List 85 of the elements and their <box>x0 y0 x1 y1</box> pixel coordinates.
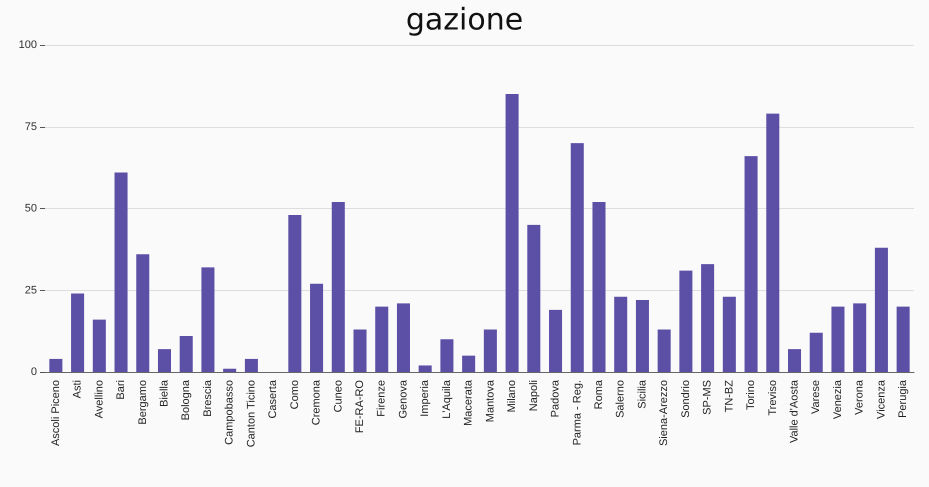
x-tick-label: Padova <box>550 379 562 418</box>
bar <box>874 248 888 372</box>
bar <box>375 306 388 372</box>
x-tick-label: Campobasso <box>224 380 236 445</box>
bar <box>71 294 84 372</box>
x-tick-label: Treviso <box>766 380 779 416</box>
bar <box>527 224 540 372</box>
bar <box>570 143 584 372</box>
x-tick-label: Salerno <box>614 380 627 418</box>
x-tick-label: Asti <box>72 380 84 398</box>
x-tick-label: Milano <box>506 380 518 412</box>
chart-title: gazione <box>406 2 524 38</box>
x-tick-label: Caserta <box>267 379 280 419</box>
y-tick-label: 50 <box>24 202 37 214</box>
x-tick-label: Brescia <box>202 379 214 417</box>
bar <box>288 215 302 372</box>
x-tick-label: Verona <box>854 379 866 415</box>
x-tick-label: Sicilia <box>636 379 648 409</box>
x-tick-label: Avellino <box>93 380 106 418</box>
bar <box>831 306 844 372</box>
bar <box>744 156 758 372</box>
bar <box>114 172 128 372</box>
y-tick-label: 100 <box>18 39 37 51</box>
x-tick-label: FE-RA-RO <box>354 380 366 434</box>
bar <box>853 303 866 372</box>
x-tick-label: Bergamo <box>136 380 149 425</box>
bar <box>592 202 606 372</box>
bar <box>440 339 454 372</box>
x-tick-label: Perugia <box>897 379 910 418</box>
bar <box>396 303 410 372</box>
bar <box>244 358 258 372</box>
x-tick-label: Macerata <box>462 379 475 426</box>
bar <box>810 332 823 372</box>
bar <box>49 358 62 372</box>
x-tick-label: Sondrio <box>680 380 692 418</box>
bar <box>722 296 736 372</box>
bar <box>462 356 476 372</box>
bar <box>201 267 214 372</box>
y-tick-label: 25 <box>24 284 37 296</box>
x-tick-label: Roma <box>592 379 605 410</box>
x-tick-label: Bari <box>115 380 128 400</box>
bar <box>679 270 692 372</box>
bar <box>484 329 497 372</box>
bar <box>158 349 172 372</box>
x-tick-label: L'Aquila <box>440 379 453 419</box>
bar <box>353 329 367 372</box>
bar <box>788 349 802 372</box>
x-tick-label: Venezia <box>832 379 844 420</box>
x-tick-label: Canton Ticino <box>245 380 258 448</box>
x-tick-label: Firenze <box>376 380 388 417</box>
y-tick-label: 0 <box>30 366 37 378</box>
bar <box>614 296 628 372</box>
x-tick-label: Cremona <box>310 379 323 426</box>
x-tick-label: Valle d'Aosta <box>788 379 801 444</box>
x-tick-label: Siena-Arezzo <box>658 380 670 446</box>
x-tick-label: Cuneo <box>332 380 344 412</box>
bar <box>418 365 432 372</box>
x-tick-label: Ascoli Piceno <box>50 380 62 446</box>
bar <box>310 284 324 372</box>
x-tick-label: Parma - Reg. <box>571 380 584 446</box>
bar <box>506 94 519 372</box>
x-tick-label: TN-BZ <box>723 380 736 412</box>
bar <box>549 310 562 372</box>
bar <box>636 300 649 372</box>
bar <box>896 306 910 372</box>
bar <box>658 329 671 372</box>
bar <box>136 254 150 372</box>
x-tick-label: Napoli <box>528 380 540 412</box>
bar <box>332 202 345 372</box>
x-tick-label: Mantova <box>484 379 496 422</box>
x-tick-label: Genova <box>397 379 410 419</box>
x-tick-label: Como <box>288 380 301 410</box>
y-tick-label: 75 <box>24 120 37 133</box>
x-tick-label: Imperia <box>419 379 432 417</box>
bar <box>180 336 193 372</box>
bar <box>92 320 106 372</box>
x-tick-label: SP-MS <box>702 380 714 415</box>
bar <box>701 264 714 372</box>
bar <box>223 368 236 372</box>
x-tick-label: Varese <box>810 380 822 414</box>
x-tick-label: Vicenza <box>875 379 888 419</box>
x-tick-label: Bologna <box>180 379 192 420</box>
bar <box>766 114 780 372</box>
x-tick-label: Biella <box>158 379 170 407</box>
x-tick-label: Torino <box>745 380 758 410</box>
